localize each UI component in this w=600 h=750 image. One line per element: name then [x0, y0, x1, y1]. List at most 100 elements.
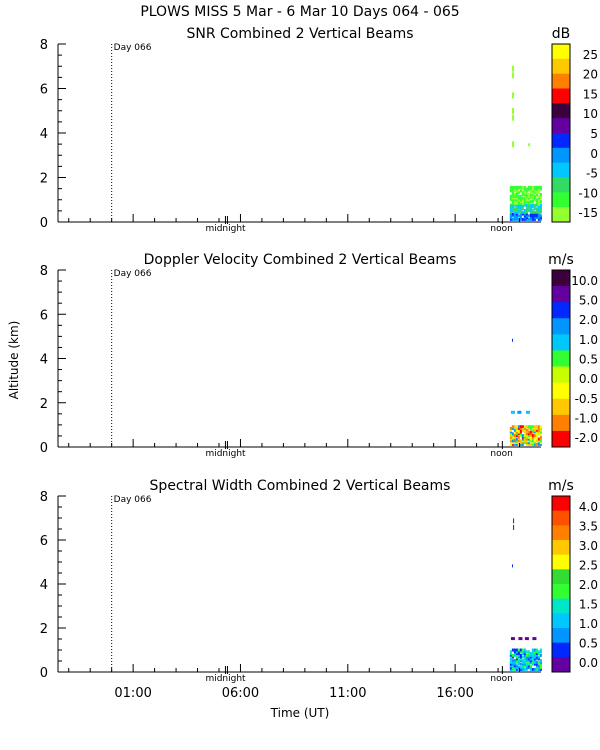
return-cell [531, 667, 534, 671]
return-cell [513, 210, 516, 214]
colorbar-label: 3.0 [579, 539, 598, 553]
colorbar-label: 2.0 [579, 578, 598, 592]
return-cell [529, 660, 532, 664]
return-cell [531, 657, 534, 661]
return-cell [525, 207, 528, 211]
return-cell [510, 410, 515, 414]
colorbar-label: -10 [578, 186, 598, 200]
return-cell [533, 434, 536, 438]
return-cell [539, 203, 542, 207]
return-cell [515, 194, 518, 198]
return-cell [519, 216, 522, 220]
return-cell [523, 657, 526, 661]
return-cell [515, 192, 518, 196]
return-cell [517, 207, 520, 211]
return-cell [523, 214, 526, 218]
colorbar-label: 10.0 [571, 274, 598, 288]
return-cell [517, 442, 520, 446]
return-cell [539, 659, 542, 663]
return-cell [523, 201, 526, 205]
x-tick-label: 01:00 [114, 686, 151, 701]
return-cell [539, 210, 542, 214]
return-cell [531, 648, 534, 652]
return-cell [535, 430, 538, 434]
return-cell [513, 434, 516, 438]
return-cell [521, 205, 524, 209]
colorbar-swatch [552, 414, 570, 432]
colorbar-swatch [552, 302, 570, 319]
return-cell [523, 208, 526, 212]
return-cell [529, 207, 532, 211]
return-cell [539, 648, 542, 652]
return-cell [513, 208, 516, 212]
return-cell [531, 208, 534, 212]
return-cell [527, 666, 530, 670]
return-cell [513, 428, 516, 432]
return-cell [511, 201, 514, 205]
return-cell [533, 187, 536, 191]
return-cell [537, 214, 540, 218]
y-tick-label: 6 [40, 308, 48, 323]
return-cell [511, 441, 514, 445]
return-cell [512, 92, 515, 99]
return-cell [515, 442, 518, 446]
return-cell [523, 217, 526, 221]
return-cell [527, 657, 530, 661]
return-cell [531, 437, 534, 441]
colorbar-swatch [552, 318, 570, 335]
return-cell [509, 650, 512, 654]
colorbar-label: 0.0 [579, 372, 598, 386]
x-tick-label: 11:00 [329, 686, 366, 701]
return-cell [529, 194, 532, 198]
return-cell [535, 203, 538, 207]
return-cell [537, 191, 540, 195]
return-cell [523, 660, 526, 664]
return-cell [533, 650, 536, 654]
return-cell [529, 432, 532, 436]
return-cell [531, 191, 534, 195]
return-cell [533, 652, 536, 656]
return-cell [512, 72, 515, 79]
colorbar-swatch [552, 103, 570, 119]
colorbar-frame [551, 269, 571, 448]
return-cell [531, 216, 534, 220]
return-cell [519, 442, 522, 446]
return-cell [537, 210, 540, 214]
return-cell [539, 437, 542, 441]
return-cell [531, 430, 534, 434]
colorbar-swatch [552, 398, 570, 416]
return-cell [525, 441, 528, 445]
return-cell [523, 187, 526, 191]
return-cell [517, 659, 520, 663]
return-cell [517, 203, 520, 207]
colorbar-label: -1.0 [575, 412, 598, 426]
return-cell [533, 439, 536, 443]
return-cell [531, 428, 534, 432]
return-cell [525, 212, 528, 216]
colorbar-label: -5 [586, 167, 598, 181]
return-cell [527, 653, 530, 657]
return-cell [527, 196, 530, 200]
return-cell [511, 667, 514, 671]
return-cell [509, 212, 512, 216]
return-cell [535, 435, 538, 439]
return-cell [515, 425, 518, 429]
return-cell [529, 212, 532, 216]
return-cell [539, 192, 542, 196]
return-cell [535, 208, 538, 212]
return-cell [511, 426, 514, 430]
return-cell [521, 652, 524, 656]
return-cell [511, 196, 514, 200]
return-cell [519, 214, 522, 218]
return-cell [515, 667, 518, 671]
return-cell [533, 441, 536, 445]
return-cell [535, 653, 538, 657]
return-cell [523, 435, 526, 439]
return-cell [527, 655, 530, 659]
return-cell [533, 660, 536, 664]
colorbar-swatch [552, 73, 570, 89]
return-cell [521, 425, 524, 429]
return-cell [535, 650, 538, 654]
return-cell [527, 662, 530, 666]
return-cell [513, 214, 516, 218]
